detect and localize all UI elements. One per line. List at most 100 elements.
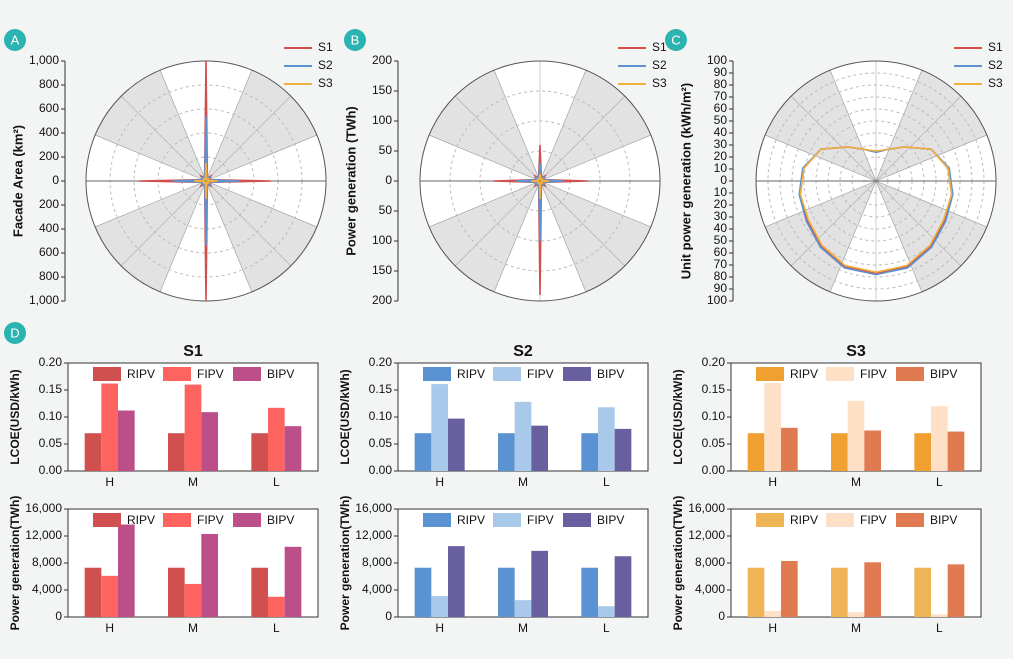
bar bbox=[414, 433, 432, 471]
y-tick-label: 150 bbox=[372, 83, 392, 97]
y-tick-label: 0.00 bbox=[39, 463, 63, 477]
y-tick-label: 0 bbox=[385, 173, 392, 187]
bar bbox=[781, 427, 798, 471]
y-tick-label: 50 bbox=[379, 203, 393, 217]
legend-swatch bbox=[563, 513, 591, 527]
polar-line bbox=[799, 146, 953, 274]
bar bbox=[914, 433, 931, 471]
y-tick-label: 12,000 bbox=[25, 528, 62, 542]
y-axis-title: LCOE(USD/kWh) bbox=[671, 369, 685, 464]
legend-label: S2 bbox=[988, 58, 1003, 72]
legend-label: BIPV bbox=[597, 367, 624, 381]
x-tick-label: H bbox=[768, 621, 777, 635]
y-tick-label: 0 bbox=[385, 609, 392, 623]
bar bbox=[201, 533, 218, 617]
y-tick-label: 0.20 bbox=[369, 355, 393, 369]
bar bbox=[831, 567, 848, 617]
bar bbox=[101, 383, 118, 471]
legend-label: RIPV bbox=[127, 367, 155, 381]
legend-label: BIPV bbox=[597, 513, 624, 527]
y-axis-title: LCOE(USD/kWh) bbox=[338, 369, 352, 464]
bar bbox=[764, 382, 781, 471]
legend-label: S2 bbox=[652, 58, 667, 72]
bar bbox=[764, 610, 781, 617]
bar bbox=[581, 433, 598, 471]
bar bbox=[414, 567, 432, 617]
y-tick-label: 600 bbox=[39, 245, 59, 259]
spoke bbox=[539, 180, 626, 267]
bar bbox=[184, 384, 202, 471]
bar bbox=[947, 431, 965, 471]
legend-label: S1 bbox=[652, 40, 667, 54]
bar bbox=[914, 567, 931, 617]
legend-swatch bbox=[493, 367, 521, 381]
y-tick-label: 10 bbox=[714, 185, 728, 199]
legend-label: S2 bbox=[318, 58, 333, 72]
x-tick-label: M bbox=[188, 621, 198, 635]
chart-title: S2 bbox=[513, 343, 533, 360]
legend-label: FIPV bbox=[860, 367, 887, 381]
bar bbox=[598, 606, 615, 617]
y-axis-title: Power generation(TWh) bbox=[338, 496, 352, 631]
bar bbox=[84, 433, 102, 471]
legend-swatch bbox=[493, 513, 521, 527]
panel-badge bbox=[4, 29, 26, 51]
legend-swatch bbox=[756, 367, 784, 381]
y-tick-label: 20 bbox=[714, 149, 728, 163]
y-tick-label: 70 bbox=[714, 257, 728, 271]
legend-label: S3 bbox=[652, 76, 667, 90]
legend-label: S3 bbox=[988, 76, 1003, 90]
y-tick-label: 0.20 bbox=[702, 355, 726, 369]
y-tick-label: 8,000 bbox=[32, 555, 62, 569]
y-tick-label: 100 bbox=[707, 293, 727, 307]
legend-label: RIPV bbox=[127, 513, 155, 527]
legend-label: S3 bbox=[318, 76, 333, 90]
y-tick-label: 20 bbox=[714, 197, 728, 211]
x-tick-label: H bbox=[435, 475, 444, 489]
x-tick-label: L bbox=[936, 621, 943, 635]
y-tick-label: 200 bbox=[39, 197, 59, 211]
bar bbox=[284, 426, 302, 471]
y-tick-label: 8,000 bbox=[695, 555, 725, 569]
y-tick-label: 0.05 bbox=[702, 436, 726, 450]
legend-swatch bbox=[563, 367, 591, 381]
legend-label: RIPV bbox=[457, 513, 485, 527]
bar bbox=[514, 600, 532, 617]
bar bbox=[531, 550, 548, 617]
y-tick-label: 12,000 bbox=[688, 528, 725, 542]
bar bbox=[201, 412, 218, 471]
y-tick-label: 0.10 bbox=[39, 409, 63, 423]
legend-swatch bbox=[756, 513, 784, 527]
y-tick-label: 1,000 bbox=[29, 293, 59, 307]
y-tick-label: 100 bbox=[372, 113, 392, 127]
panel-badge bbox=[4, 322, 26, 344]
bar bbox=[118, 410, 135, 471]
spoke bbox=[875, 95, 962, 182]
bar bbox=[931, 406, 948, 471]
bar bbox=[847, 400, 865, 471]
bar bbox=[101, 575, 118, 617]
legend-swatch bbox=[896, 367, 924, 381]
y-tick-label: 0.20 bbox=[39, 355, 63, 369]
bar bbox=[531, 425, 548, 471]
x-tick-label: M bbox=[518, 621, 528, 635]
bar bbox=[581, 567, 598, 617]
y-tick-label: 0.05 bbox=[39, 436, 63, 450]
legend-label: FIPV bbox=[197, 513, 224, 527]
y-tick-label: 50 bbox=[714, 233, 728, 247]
y-tick-label: 400 bbox=[39, 221, 59, 235]
y-tick-label: 0.15 bbox=[39, 382, 63, 396]
x-tick-label: H bbox=[435, 621, 444, 635]
legend-swatch bbox=[896, 513, 924, 527]
y-tick-label: 90 bbox=[714, 281, 728, 295]
bar bbox=[747, 567, 765, 617]
y-tick-label: 10 bbox=[714, 161, 728, 175]
legend-swatch bbox=[163, 513, 191, 527]
legend-label: FIPV bbox=[527, 513, 554, 527]
chart-title: S3 bbox=[846, 343, 866, 360]
legend-label: FIPV bbox=[860, 513, 887, 527]
spoke bbox=[205, 180, 292, 267]
bar bbox=[168, 433, 185, 471]
y-tick-label: 40 bbox=[714, 221, 728, 235]
chart-title: S1 bbox=[183, 343, 203, 360]
